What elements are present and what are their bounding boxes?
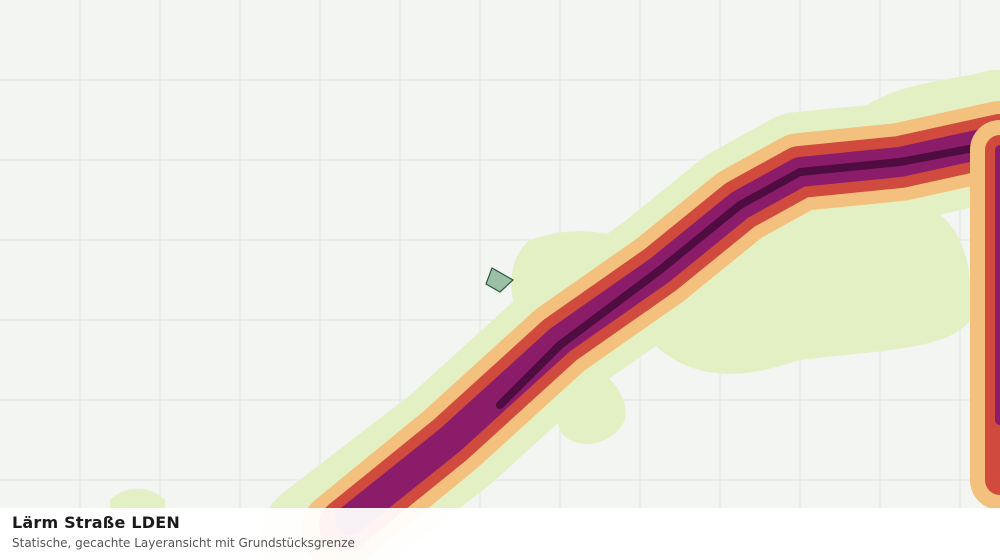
noise-road-band (260, 80, 1000, 560)
info-panel: Lärm Straße LDEN Statische, gecachte Lay… (0, 508, 1000, 560)
parcel-boundary[interactable] (485, 267, 515, 293)
layer-title: Lärm Straße LDEN (12, 513, 180, 532)
layer-subtitle: Statische, gecachte Layeransicht mit Gru… (12, 536, 355, 550)
